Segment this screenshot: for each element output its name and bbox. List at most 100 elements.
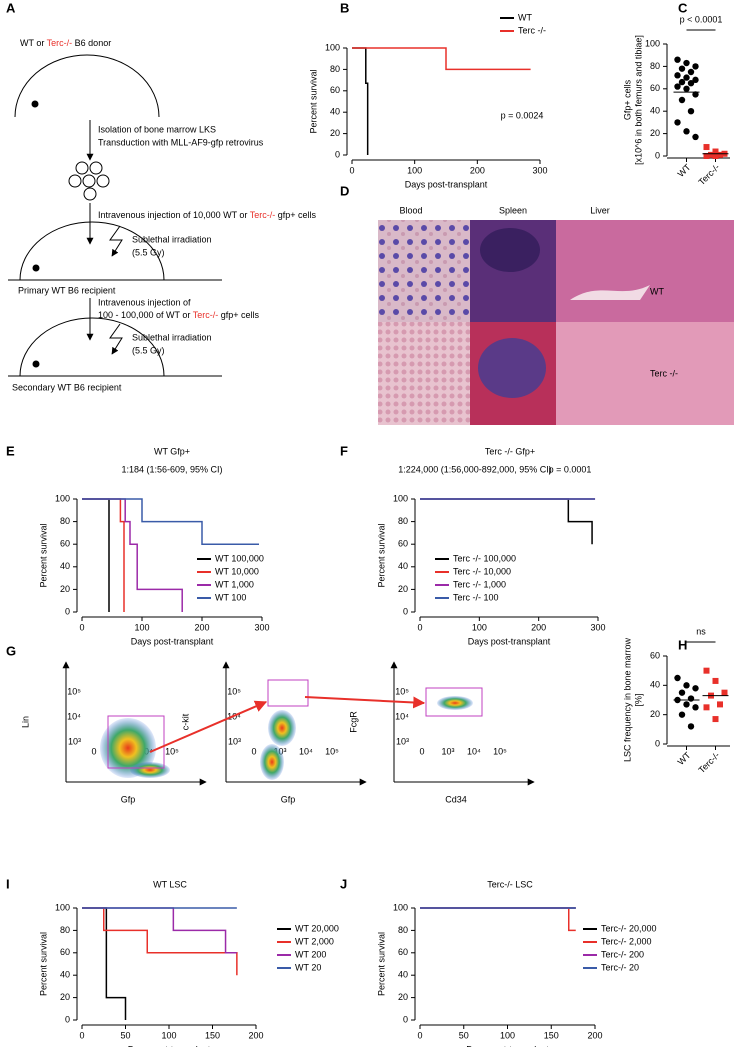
step-text: Intravenous injection of 10,000 WT or Te…: [98, 210, 317, 220]
legend-label: WT 100: [215, 592, 246, 602]
axis-label: Cd34: [445, 794, 467, 804]
y-tick-label: 0: [403, 1014, 408, 1024]
panel-label: E: [6, 443, 15, 458]
step-text: 100 - 100,000 of WT or Terc-/- gfp+ cell…: [98, 310, 260, 320]
annotation: p < 0.0001: [680, 14, 723, 24]
chart-subtitle: 1:224,000 (1:56,000-892,000, 95% CI): [398, 464, 552, 474]
legend-label: WT 100,000: [215, 553, 264, 563]
data-point: [721, 689, 728, 696]
y-axis-label: Gfp+ cells: [622, 79, 632, 120]
data-point: [712, 677, 719, 684]
legend-label: WT 200: [295, 949, 326, 959]
tick-label: 10⁵: [67, 686, 81, 696]
data-point: [703, 704, 710, 711]
donor-text: WT or Terc-/- B6 donor: [20, 38, 111, 48]
mouse-dome: [19, 317, 165, 377]
y-axis-label: [x10^6 in both femurs and tibiae]: [633, 35, 643, 165]
micrograph: [556, 322, 734, 425]
data-point: [687, 695, 695, 702]
data-point: [687, 68, 695, 76]
recipient-text: Secondary WT B6 recipient: [12, 382, 122, 392]
data-point: [692, 133, 699, 141]
survival-curve: [82, 498, 183, 612]
legend-label: WT 20,000: [295, 923, 339, 933]
y-tick-label: 40: [398, 561, 408, 571]
y-tick-label: 60: [398, 947, 408, 957]
x-tick-label: 0: [417, 1030, 422, 1040]
x-axis-label: Days post-transplant: [128, 1044, 211, 1047]
micrograph-detail: [570, 285, 650, 300]
data-point: [712, 148, 719, 155]
y-axis-label: LSC frequency in bone marrow: [622, 637, 632, 762]
legend-label: Terc-/- 200: [601, 949, 644, 959]
x-tick-label: 200: [587, 1030, 602, 1040]
x-tick-label: 200: [194, 622, 209, 632]
data-point: [692, 704, 699, 711]
legend-label: Terc-/- 20: [601, 962, 639, 972]
data-point: [683, 74, 690, 81]
legend-label: WT 20: [295, 962, 321, 972]
y-tick-label: 80: [398, 516, 408, 526]
x-tick-label: 0: [79, 622, 84, 632]
axis-label: FcgR: [348, 711, 358, 733]
data-point: [712, 153, 719, 159]
tick-label: 10⁵: [325, 746, 339, 756]
x-tick-label: 50: [120, 1030, 130, 1040]
axis-label: Lin: [20, 716, 30, 728]
data-point: [683, 128, 690, 135]
y-tick-label: 60: [650, 83, 660, 93]
legend-label: Terc -/-: [518, 25, 546, 35]
x-axis-label: Days post-transplant: [466, 1044, 549, 1047]
panel-label: B: [340, 0, 349, 15]
tick-label: 10⁵: [493, 746, 507, 756]
micrograph-detail: [478, 338, 546, 398]
tick-label: 10⁴: [467, 746, 481, 756]
data-point: [708, 151, 714, 158]
y-tick-label: 20: [60, 584, 70, 594]
tick-label: 10⁵: [165, 746, 179, 756]
gate-arrow: [149, 700, 268, 753]
mouse-dome: [14, 54, 160, 118]
mouse-eye: [31, 100, 39, 108]
data-point: [683, 682, 690, 689]
row-label: Terc -/-: [650, 368, 678, 378]
flow-cytometry: G Lin Gfp 10³ 10⁴ 10⁵ 0 10³ 10⁴ 10⁵ c-kit Gfp 10³ 10…: [6, 643, 535, 804]
axis-label: Gfp: [281, 794, 296, 804]
x-tick-label: WT: [676, 162, 693, 179]
y-axis-label: Percent survival: [38, 523, 48, 587]
data-point: [674, 674, 681, 682]
y-tick-label: 80: [330, 64, 340, 74]
legend-label: WT 10,000: [215, 566, 259, 576]
x-axis-label: Days post-transplant: [468, 636, 551, 646]
data-point: [692, 76, 699, 84]
panel-label: I: [6, 876, 10, 891]
chart-title: Terc-/- LSC: [487, 879, 533, 889]
y-tick-label: 40: [650, 106, 660, 116]
tick-label: 10⁴: [395, 711, 409, 721]
mouse-eye: [32, 264, 40, 272]
y-tick-label: 40: [398, 970, 408, 980]
y-tick-label: 60: [60, 947, 70, 957]
y-tick-label: 80: [60, 925, 70, 935]
data-point: [678, 96, 686, 104]
data-point: [687, 108, 695, 115]
x-tick-label: 100: [161, 1030, 176, 1040]
data-point: [678, 65, 686, 72]
data-point: [674, 83, 681, 90]
data-point: [678, 711, 686, 718]
y-tick-label: 80: [650, 61, 660, 71]
data-point: [692, 685, 699, 692]
y-tick-label: 0: [403, 606, 408, 616]
y-tick-label: 20: [398, 584, 408, 594]
x-axis-label: Days post-transplant: [131, 636, 214, 646]
y-tick-label: 0: [655, 150, 660, 160]
data-point: [674, 72, 681, 79]
annotation: p = 0.0024: [501, 110, 544, 120]
legend-label: Terc -/- 100: [453, 592, 499, 602]
data-point: [712, 716, 719, 723]
survival-curve: [352, 47, 369, 155]
legend-label: Terc-/- 20,000: [601, 923, 657, 933]
column-label: Liver: [590, 205, 610, 215]
tick-label: 0: [91, 746, 96, 756]
x-tick-label: 150: [544, 1030, 559, 1040]
